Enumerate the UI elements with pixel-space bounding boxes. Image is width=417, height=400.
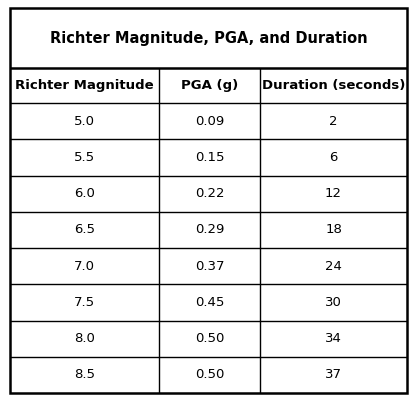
Text: 0.29: 0.29: [195, 223, 224, 236]
Text: 0.50: 0.50: [195, 368, 224, 381]
Text: 6.5: 6.5: [74, 223, 95, 236]
Text: 5.5: 5.5: [74, 151, 95, 164]
Text: 0.22: 0.22: [195, 187, 224, 200]
Text: 6: 6: [329, 151, 338, 164]
Text: 12: 12: [325, 187, 342, 200]
Text: 0.50: 0.50: [195, 332, 224, 345]
Text: 0.37: 0.37: [195, 260, 224, 273]
Text: PGA (g): PGA (g): [181, 79, 238, 92]
Text: 7.0: 7.0: [74, 260, 95, 273]
Text: 2: 2: [329, 115, 338, 128]
Text: 8.0: 8.0: [74, 332, 95, 345]
Text: 24: 24: [325, 260, 342, 273]
Text: 8.5: 8.5: [74, 368, 95, 381]
Text: 34: 34: [325, 332, 342, 345]
Text: Richter Magnitude: Richter Magnitude: [15, 79, 154, 92]
Text: 6.0: 6.0: [74, 187, 95, 200]
Text: 0.09: 0.09: [195, 115, 224, 128]
Text: 0.45: 0.45: [195, 296, 224, 309]
Text: 37: 37: [325, 368, 342, 381]
Text: 7.5: 7.5: [74, 296, 95, 309]
Text: Duration (seconds): Duration (seconds): [262, 79, 405, 92]
Text: Richter Magnitude, PGA, and Duration: Richter Magnitude, PGA, and Duration: [50, 30, 367, 46]
Text: 5.0: 5.0: [74, 115, 95, 128]
Text: 30: 30: [325, 296, 342, 309]
Text: 18: 18: [325, 223, 342, 236]
Text: 0.15: 0.15: [195, 151, 224, 164]
